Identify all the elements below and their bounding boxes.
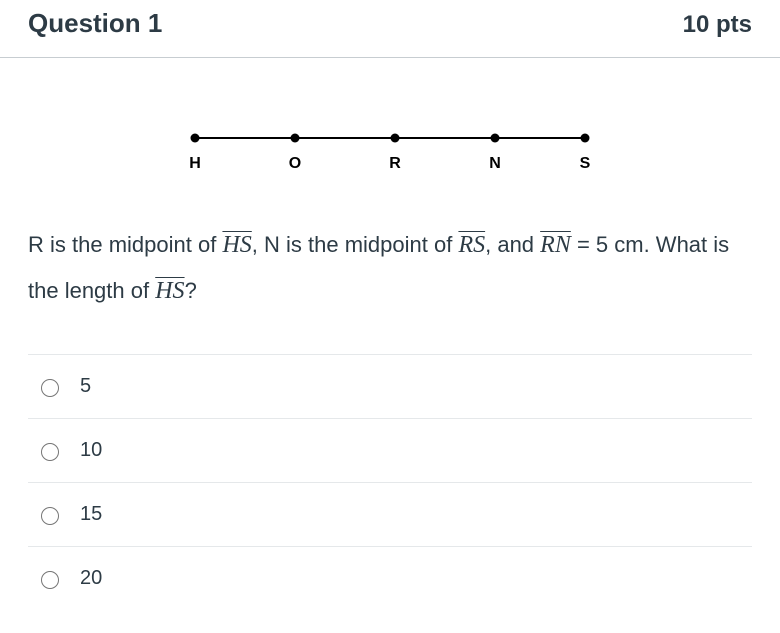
option-label: 10 [80, 439, 102, 462]
text-part: , N is the midpoint of [252, 232, 459, 257]
radio-input[interactable] [41, 571, 59, 589]
answer-option[interactable]: 20 [28, 547, 752, 610]
segment-hs: HS [222, 232, 251, 258]
segment-hs-2: HS [155, 278, 184, 304]
text-part: R is the midpoint of [28, 232, 222, 257]
line-segment-diagram: HORNS [28, 118, 752, 183]
option-label: 20 [80, 567, 102, 590]
answer-option[interactable]: 5 [28, 355, 752, 419]
question-points: 10 pts [683, 11, 752, 39]
svg-text:N: N [489, 155, 501, 172]
radio-input[interactable] [41, 507, 59, 525]
option-label: 5 [80, 375, 91, 398]
radio-input[interactable] [41, 443, 59, 461]
text-part: , and [485, 232, 540, 257]
svg-text:R: R [389, 155, 401, 172]
answer-option[interactable]: 10 [28, 419, 752, 483]
answer-option[interactable]: 15 [28, 483, 752, 547]
question-title: Question 1 [28, 8, 162, 39]
question-text: R is the midpoint of HS, N is the midpoi… [28, 223, 752, 314]
svg-text:S: S [580, 155, 591, 172]
question-header: Question 1 10 pts [0, 0, 780, 58]
svg-text:O: O [289, 155, 301, 172]
question-body: HORNS R is the midpoint of HS, N is the … [0, 58, 780, 620]
diagram-svg: HORNS [155, 118, 625, 178]
segment-rn: RN [540, 232, 571, 258]
option-label: 15 [80, 503, 102, 526]
answer-options: 5 10 15 20 [28, 354, 752, 610]
text-part: ? [185, 278, 197, 303]
radio-input[interactable] [41, 379, 59, 397]
svg-text:H: H [189, 155, 201, 172]
segment-rs: RS [458, 232, 485, 258]
